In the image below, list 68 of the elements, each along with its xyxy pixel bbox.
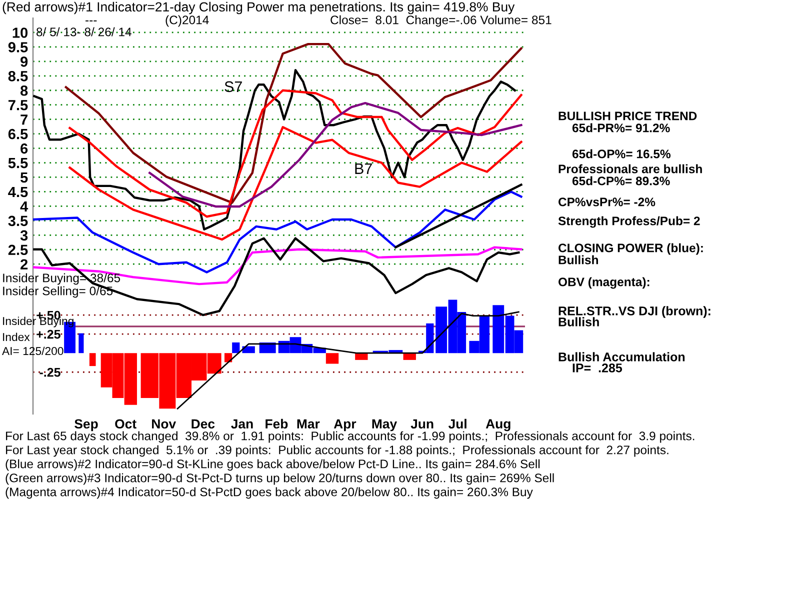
annotation: AI= 125/200	[2, 346, 64, 356]
text: CP%vsPr%= -2%	[558, 198, 656, 206]
bar	[242, 346, 255, 354]
text: For Last 65 days stock changed 39.8% or 1.91 points: Public accounts for -1.99 points.; Professionals account for 3.9 points.	[6, 431, 694, 443]
text: 65d-OP%= 16.5%	[572, 149, 671, 158]
line-series	[64, 42, 522, 204]
text: REL.STR..VS DJI (brown):	[558, 306, 710, 318]
text: 65d-PR%= 91.2%	[572, 123, 670, 132]
y-tick-label: 2.5	[8, 244, 28, 256]
text: (Blue arrows)#2 Indicator=90-d St-KLine goes back above/below Pct-D Line.. Its gain= 284.6% Sell	[6, 459, 540, 471]
annotation: (C)2014	[166, 15, 209, 27]
text: Bullish Accumulation	[558, 352, 685, 362]
y-tick-label: 5.5	[8, 158, 28, 168]
text: Bullish	[558, 317, 599, 326]
text: CLOSING POWER (blue):	[558, 243, 703, 255]
text: Bullish	[558, 255, 598, 264]
text: Index	[3, 332, 30, 342]
text: OBV (magenta):	[558, 277, 650, 289]
line-series	[68, 126, 522, 241]
y-tick-label: 7	[20, 114, 28, 125]
y-tick-label: -.25	[40, 368, 60, 377]
y-tick-label: 4	[20, 201, 28, 212]
text: BULLISH PRICE TREND	[558, 112, 697, 120]
x-tick-label: May	[372, 419, 398, 432]
annotation: S7	[224, 81, 242, 92]
x-tick-label: Apr	[334, 419, 356, 432]
x-tick-label: Feb	[266, 418, 288, 429]
y-tick-label: 4.5	[8, 186, 28, 198]
text: Strength Profess/Pub= 2	[558, 216, 700, 228]
y-tick-label: 8	[20, 85, 28, 96]
x-tick-label: Jun	[410, 419, 434, 429]
annotation: ---	[86, 20, 97, 22]
y-tick-label: 8.5	[8, 71, 28, 82]
x-tick-label: Oct	[115, 419, 136, 429]
y-tick-label: 9	[20, 56, 28, 67]
x-tick-label: Sep	[74, 419, 98, 432]
annotation: Insider Buying= 38/65	[3, 273, 120, 285]
y-tick-label: +.25	[36, 330, 60, 339]
y-tick-label: 3.5	[8, 216, 28, 226]
chart-title: (Red arrows)#1 Indicator=21-day Closing Power ma penetrations. Its gain= 419.8% Buy	[2, 2, 515, 14]
x-tick-label: Dec	[192, 419, 215, 429]
x-tick-label: Nov	[152, 419, 176, 429]
bar	[326, 353, 339, 364]
line-series	[148, 102, 522, 208]
y-tick-label: 9.5	[8, 42, 28, 52]
y-tick-label: 10	[12, 28, 28, 38]
y-tick-label: 6.5	[8, 128, 28, 140]
line-series	[33, 190, 522, 274]
x-tick-label: Jan	[231, 419, 253, 429]
x-tick-label: Aug	[486, 419, 510, 432]
y-tick-label: 6	[20, 143, 28, 154]
text: (Green arrows)#3 Indicator=90-d St-Pct-D turns up below 20/turns down over 80.. Its gain= 269% Sell	[6, 473, 554, 485]
y-tick-label: 2	[20, 259, 28, 270]
text: IP= .285	[572, 364, 622, 372]
x-tick-label: Jul	[448, 418, 466, 429]
annotation: B7	[355, 163, 372, 174]
x-tick-label: Mar	[297, 419, 320, 429]
text: (Magenta arrows)#4 Indicator=50-d St-PctD goes back above 20/below 80.. Its gain= 260.3% Buy	[6, 487, 533, 499]
annotation: 8/ 5/ 13- 8/ 26/ 14	[36, 27, 132, 36]
line-series	[33, 69, 516, 230]
text: Professionals are bullish	[558, 164, 702, 174]
line-series	[176, 311, 520, 410]
text: For Last year stock changed 5.1% or .39 points: Public accounts for -1.88 points.; Professionals account for 2.27 points.	[6, 445, 668, 457]
y-tick-label: 5	[20, 172, 28, 183]
annotation: Close= 8.01 Change=-.06 Volume= 851	[330, 15, 552, 27]
y-tick-label: 7.5	[8, 100, 28, 110]
text: 65d-CP%= 89.3%	[572, 176, 670, 186]
y-tick-label: 3	[20, 230, 28, 241]
